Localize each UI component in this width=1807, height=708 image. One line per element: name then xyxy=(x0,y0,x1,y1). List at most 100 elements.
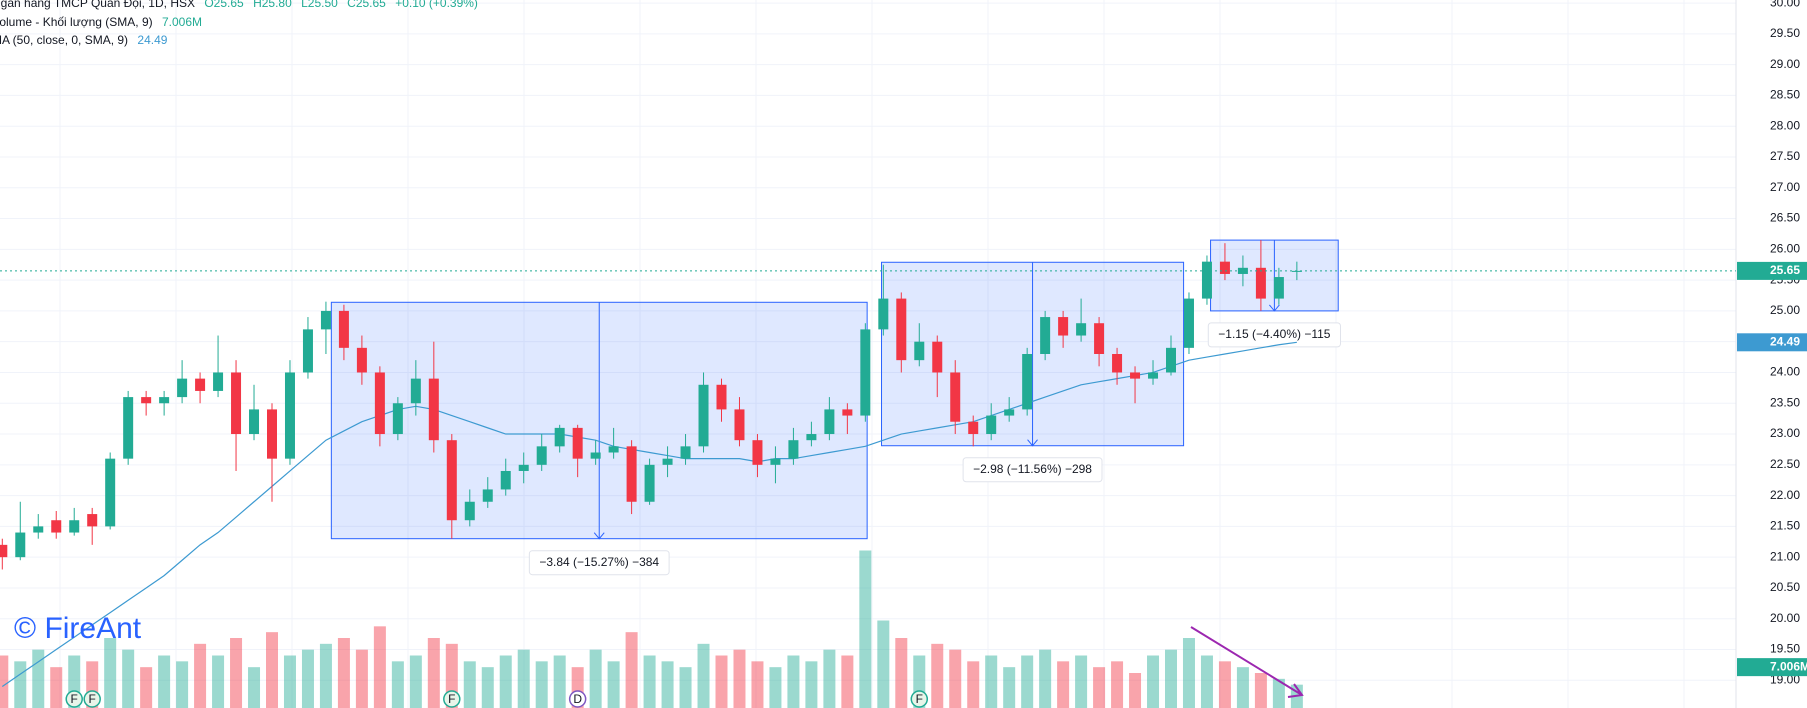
candle-body xyxy=(1112,354,1123,373)
candle-body xyxy=(662,458,673,465)
volume-bar xyxy=(283,655,296,708)
volume-bar xyxy=(877,620,890,708)
volume-bar xyxy=(409,655,422,708)
candle-body xyxy=(788,440,799,459)
candle-body xyxy=(914,341,925,361)
volume-bar xyxy=(1003,667,1016,708)
volume-bar xyxy=(104,638,117,708)
y-tick-label: 28.50 xyxy=(1770,88,1800,102)
candle-body xyxy=(320,310,331,330)
candle-body xyxy=(446,440,457,521)
volume-bar xyxy=(751,661,764,708)
volume-bar xyxy=(1075,655,1088,708)
candle-body xyxy=(338,310,349,348)
event-marker xyxy=(910,690,929,708)
volume-bar xyxy=(823,649,836,708)
y-tick-label: 27.50 xyxy=(1770,149,1800,163)
candle-body xyxy=(51,520,62,533)
volume-bar xyxy=(0,655,9,708)
y-tick-label: 23.50 xyxy=(1770,395,1800,409)
event-label: F xyxy=(916,692,923,706)
candle-body xyxy=(392,403,403,435)
measure-arrowhead xyxy=(1027,439,1038,447)
event-label: F xyxy=(448,692,455,706)
candle-body xyxy=(1058,317,1069,336)
volume-bar xyxy=(50,667,63,708)
volume-value: 7.006M xyxy=(161,15,203,29)
candle-body xyxy=(33,526,44,533)
candle-body xyxy=(1237,267,1248,274)
candle-body xyxy=(177,378,188,398)
volume-bar xyxy=(949,649,962,708)
candle-body xyxy=(824,409,835,435)
volume-bar xyxy=(625,632,638,708)
volume-bar xyxy=(176,661,189,708)
candle-body xyxy=(536,446,547,465)
ohlc-high: H25.80 xyxy=(253,0,292,10)
candle-body xyxy=(950,372,961,422)
candle-body xyxy=(500,470,511,490)
volume-bar xyxy=(733,649,746,708)
y-tick-label: 28.00 xyxy=(1770,118,1800,132)
volume-bar xyxy=(1272,678,1285,708)
volume-bar xyxy=(859,550,872,708)
y-tick-label: 22.00 xyxy=(1770,488,1800,502)
y-tick-label: 20.50 xyxy=(1770,580,1800,594)
volume-bar xyxy=(1254,673,1267,708)
measure-label-bg xyxy=(962,457,1103,483)
candle-body xyxy=(860,329,871,416)
candle-body xyxy=(1022,354,1033,410)
volume-bar xyxy=(805,661,818,708)
ma-value: 24.49 xyxy=(137,33,168,47)
price-tag-label: 25.65 xyxy=(1770,263,1800,277)
volume-bar xyxy=(355,649,368,708)
candle-body xyxy=(1255,267,1266,299)
candle-body xyxy=(249,409,260,435)
candle-body xyxy=(1004,409,1015,416)
candle-body xyxy=(626,446,637,502)
candle-body xyxy=(213,372,224,391)
volume-bar xyxy=(1236,667,1249,708)
price-tag xyxy=(1737,333,1807,352)
candle-body xyxy=(410,378,421,404)
measure-arrowhead xyxy=(1269,304,1280,312)
volume-bar xyxy=(1218,661,1231,708)
candle-body xyxy=(932,341,943,373)
volume-bar xyxy=(1039,649,1052,708)
measure-label: −2.98 (−11.56%) −298 xyxy=(973,462,1092,476)
volume-bar xyxy=(715,655,728,708)
ma-name: MA (50, close, 0, SMA, 9) xyxy=(0,33,129,47)
price-tag-label: 7.006M xyxy=(1770,659,1807,673)
candle-body xyxy=(464,501,475,521)
volume-bar xyxy=(1129,673,1142,708)
measure-label: −3.84 (−15.27%) −384 xyxy=(539,555,659,569)
volume-bar xyxy=(1021,655,1034,708)
y-tick-label: 25.00 xyxy=(1770,303,1800,317)
volume-bar xyxy=(1057,661,1070,708)
volume-bar xyxy=(895,638,908,708)
volume-bar xyxy=(589,649,602,708)
volume-bar xyxy=(985,655,998,708)
candle-body xyxy=(1076,323,1087,336)
candle-body xyxy=(1183,298,1194,348)
volume-bar xyxy=(517,649,530,708)
event-marker xyxy=(83,690,101,708)
volume-bar xyxy=(337,638,350,708)
candle-body xyxy=(572,427,583,459)
candle-body xyxy=(105,458,116,527)
volume-bar xyxy=(1093,667,1106,708)
candle-body xyxy=(698,384,709,447)
volume-bar xyxy=(535,661,548,708)
candle-body xyxy=(284,372,295,459)
ohlc-close: C25.65 xyxy=(347,0,386,10)
y-tick-label: 30.00 xyxy=(1770,0,1800,9)
y-tick-label: 26.50 xyxy=(1770,211,1800,225)
volume-bar xyxy=(266,632,278,708)
candle-body xyxy=(374,372,385,435)
event-marker xyxy=(568,690,587,708)
event-label: D xyxy=(573,692,582,706)
volume-bar xyxy=(230,638,243,708)
candle-body xyxy=(123,397,134,459)
y-tick-label: 21.00 xyxy=(1770,549,1800,563)
